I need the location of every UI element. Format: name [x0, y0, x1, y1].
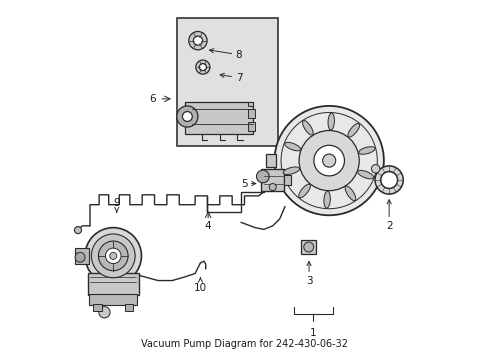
Circle shape — [85, 228, 141, 284]
Circle shape — [188, 31, 207, 50]
Ellipse shape — [345, 186, 355, 201]
Circle shape — [105, 248, 121, 264]
Text: 6: 6 — [149, 94, 155, 104]
Ellipse shape — [284, 142, 300, 151]
Circle shape — [256, 170, 269, 183]
Bar — [284, 175, 291, 185]
Ellipse shape — [283, 167, 299, 175]
Bar — [184, 102, 253, 134]
Ellipse shape — [323, 191, 330, 208]
Circle shape — [303, 242, 313, 252]
Text: 2: 2 — [385, 200, 392, 231]
Ellipse shape — [298, 184, 310, 198]
Text: 3: 3 — [305, 261, 312, 285]
Text: 4: 4 — [204, 221, 211, 231]
Text: 1: 1 — [309, 328, 316, 338]
Bar — [177, 18, 278, 147]
Circle shape — [99, 307, 110, 318]
Circle shape — [74, 226, 81, 234]
Circle shape — [91, 234, 135, 278]
Bar — [247, 102, 253, 106]
Circle shape — [193, 36, 202, 45]
Text: 7: 7 — [220, 73, 242, 83]
Circle shape — [374, 166, 403, 194]
Circle shape — [380, 171, 397, 189]
Bar — [247, 122, 255, 131]
Circle shape — [109, 252, 117, 259]
Circle shape — [313, 145, 344, 176]
Bar — [247, 109, 255, 118]
Circle shape — [322, 154, 335, 167]
Ellipse shape — [358, 147, 374, 154]
Bar — [300, 240, 316, 254]
Ellipse shape — [327, 113, 334, 130]
Ellipse shape — [347, 123, 359, 137]
Circle shape — [182, 112, 192, 121]
Ellipse shape — [302, 121, 312, 135]
Text: 5: 5 — [240, 179, 255, 189]
Text: 9: 9 — [113, 198, 120, 212]
Circle shape — [371, 165, 379, 173]
Bar — [261, 169, 284, 191]
Ellipse shape — [357, 170, 373, 179]
Text: Vacuum Pump Diagram for 242-430-06-32: Vacuum Pump Diagram for 242-430-06-32 — [141, 339, 347, 349]
Circle shape — [75, 252, 85, 262]
Circle shape — [98, 241, 128, 271]
Bar — [75, 248, 89, 264]
Text: 10: 10 — [193, 278, 206, 293]
Circle shape — [176, 106, 198, 127]
Circle shape — [199, 64, 206, 71]
Bar — [93, 304, 102, 311]
Circle shape — [299, 131, 359, 191]
Circle shape — [274, 106, 383, 215]
Bar — [89, 294, 137, 305]
Text: 8: 8 — [209, 49, 242, 60]
Circle shape — [195, 60, 209, 74]
Bar — [124, 304, 133, 311]
Circle shape — [269, 184, 276, 190]
Bar — [88, 274, 139, 294]
Bar — [265, 154, 276, 167]
